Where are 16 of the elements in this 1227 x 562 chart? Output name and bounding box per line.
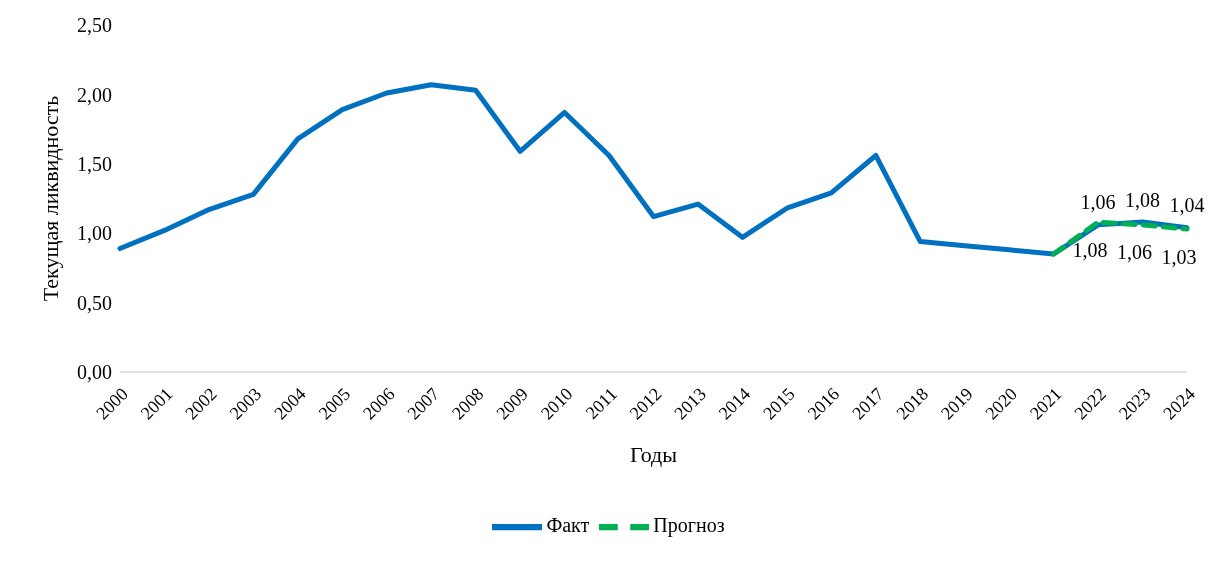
data-label: 1,08 <box>1125 188 1161 211</box>
legend-label: Прогноз <box>653 513 725 536</box>
y-tick-label: 2,50 <box>77 14 112 37</box>
y-axis-title: Текущая ликвидность <box>37 95 63 302</box>
x-axis-title: Годы <box>629 442 678 467</box>
y-tick-label: 2,00 <box>77 83 112 106</box>
y-tick-label: 1,50 <box>77 152 112 175</box>
y-tick-label: 0,00 <box>77 361 112 384</box>
y-tick-label: 0,50 <box>77 291 112 314</box>
data-label: 1,06 <box>1117 241 1153 264</box>
y-tick-label: 1,00 <box>77 222 112 245</box>
legend-label: Факт <box>546 513 590 536</box>
data-label: 1,08 <box>1072 238 1108 261</box>
data-label: 1,04 <box>1169 194 1205 217</box>
data-label: 1,06 <box>1080 191 1116 214</box>
data-label: 1,03 <box>1161 245 1197 268</box>
